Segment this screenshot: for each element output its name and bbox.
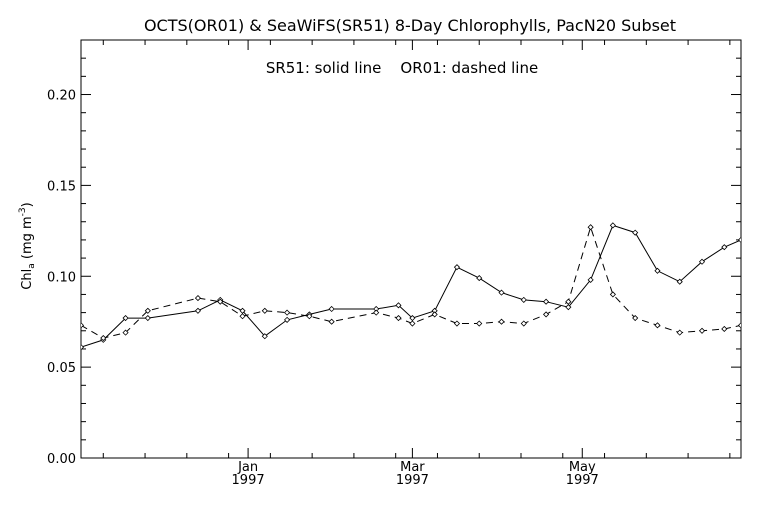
data-point-or01 xyxy=(122,329,129,336)
data-point-or01 xyxy=(698,327,706,334)
x-tick-year-label: 1997 xyxy=(566,473,599,488)
data-point-or01 xyxy=(194,295,202,302)
y-axis-label-close: ) xyxy=(20,202,35,207)
data-point-sr51 xyxy=(453,264,461,271)
data-point-or01 xyxy=(306,313,313,320)
data-point-sr51 xyxy=(587,276,594,283)
data-point-or01 xyxy=(395,314,402,322)
data-point-sr51 xyxy=(520,296,527,303)
data-point-or01 xyxy=(144,307,151,314)
data-point-sr51 xyxy=(144,314,151,322)
data-series xyxy=(81,222,741,351)
y-tick-label: 0.10 xyxy=(47,270,76,285)
data-point-or01 xyxy=(100,334,107,342)
data-point-sr51 xyxy=(721,244,728,251)
data-point-sr51 xyxy=(654,267,661,274)
data-point-sr51 xyxy=(632,229,639,236)
data-point-or01 xyxy=(676,329,683,336)
plot-frame xyxy=(80,39,742,459)
data-point-or01 xyxy=(431,311,438,318)
data-point-or01 xyxy=(239,313,246,320)
data-point-or01 xyxy=(609,291,616,298)
data-point-or01 xyxy=(498,318,505,325)
series-legend-note: SR51: solid line OR01: dashed line xyxy=(266,59,538,77)
data-point-or01 xyxy=(373,309,380,316)
data-point-or01 xyxy=(409,320,416,327)
data-point-sr51 xyxy=(565,304,572,311)
data-point-sr51 xyxy=(81,344,85,351)
x-tick-year-label: 1997 xyxy=(396,473,429,488)
data-point-sr51 xyxy=(698,258,706,265)
series-line-sr51 xyxy=(81,224,741,348)
x-tick-month-label: May xyxy=(569,460,596,475)
data-point-or01 xyxy=(654,322,661,329)
data-point-or01 xyxy=(217,298,224,305)
data-point-sr51 xyxy=(328,305,335,313)
y-axis-label: Chla (mg m-3) xyxy=(18,202,37,289)
y-tick-label: 0.20 xyxy=(47,89,76,104)
data-point-or01 xyxy=(542,311,550,318)
data-point-sr51 xyxy=(284,316,291,323)
data-point-sr51 xyxy=(122,314,129,322)
chart-title: OCTS(OR01) & SeaWiFS(SR51) 8-Day Chlorop… xyxy=(144,16,676,35)
data-point-or01 xyxy=(261,307,268,314)
data-point-or01 xyxy=(520,320,527,327)
x-tick-month-label: Jan xyxy=(237,460,258,475)
y-tick-label: 0.05 xyxy=(47,361,76,376)
data-point-sr51 xyxy=(395,302,402,309)
data-point-or01 xyxy=(284,309,291,316)
y-axis-label-main: Chl xyxy=(20,269,35,290)
y-axis: 0.00 0.05 0.10 0.15 0.20 xyxy=(47,57,741,467)
y-axis-label-superscript: -3 xyxy=(18,207,28,216)
data-point-sr51 xyxy=(609,222,616,229)
data-point-sr51 xyxy=(476,275,483,282)
data-point-or01 xyxy=(721,325,728,333)
data-point-or01 xyxy=(476,320,483,327)
data-point-sr51 xyxy=(737,236,741,243)
data-point-sr51 xyxy=(676,278,683,285)
y-axis-label-units: (mg m xyxy=(20,216,35,263)
y-axis-label-subscript: a xyxy=(27,263,37,269)
data-point-or01 xyxy=(81,322,85,329)
data-point-or01 xyxy=(587,224,594,231)
data-point-sr51 xyxy=(542,298,550,305)
data-point-sr51 xyxy=(498,289,505,296)
x-tick-month-label: Mar xyxy=(400,460,425,475)
x-tick-year-label: 1997 xyxy=(232,473,265,488)
data-point-sr51 xyxy=(194,307,202,314)
y-tick-label: 0.15 xyxy=(47,179,76,194)
data-point-or01 xyxy=(328,318,335,325)
y-tick-label: 0.00 xyxy=(47,452,76,467)
data-point-or01 xyxy=(565,298,572,305)
data-point-or01 xyxy=(453,320,461,327)
data-point-or01 xyxy=(632,314,639,322)
data-point-sr51 xyxy=(261,333,268,340)
data-point-or01 xyxy=(737,322,741,329)
series-clip-group xyxy=(81,222,741,351)
